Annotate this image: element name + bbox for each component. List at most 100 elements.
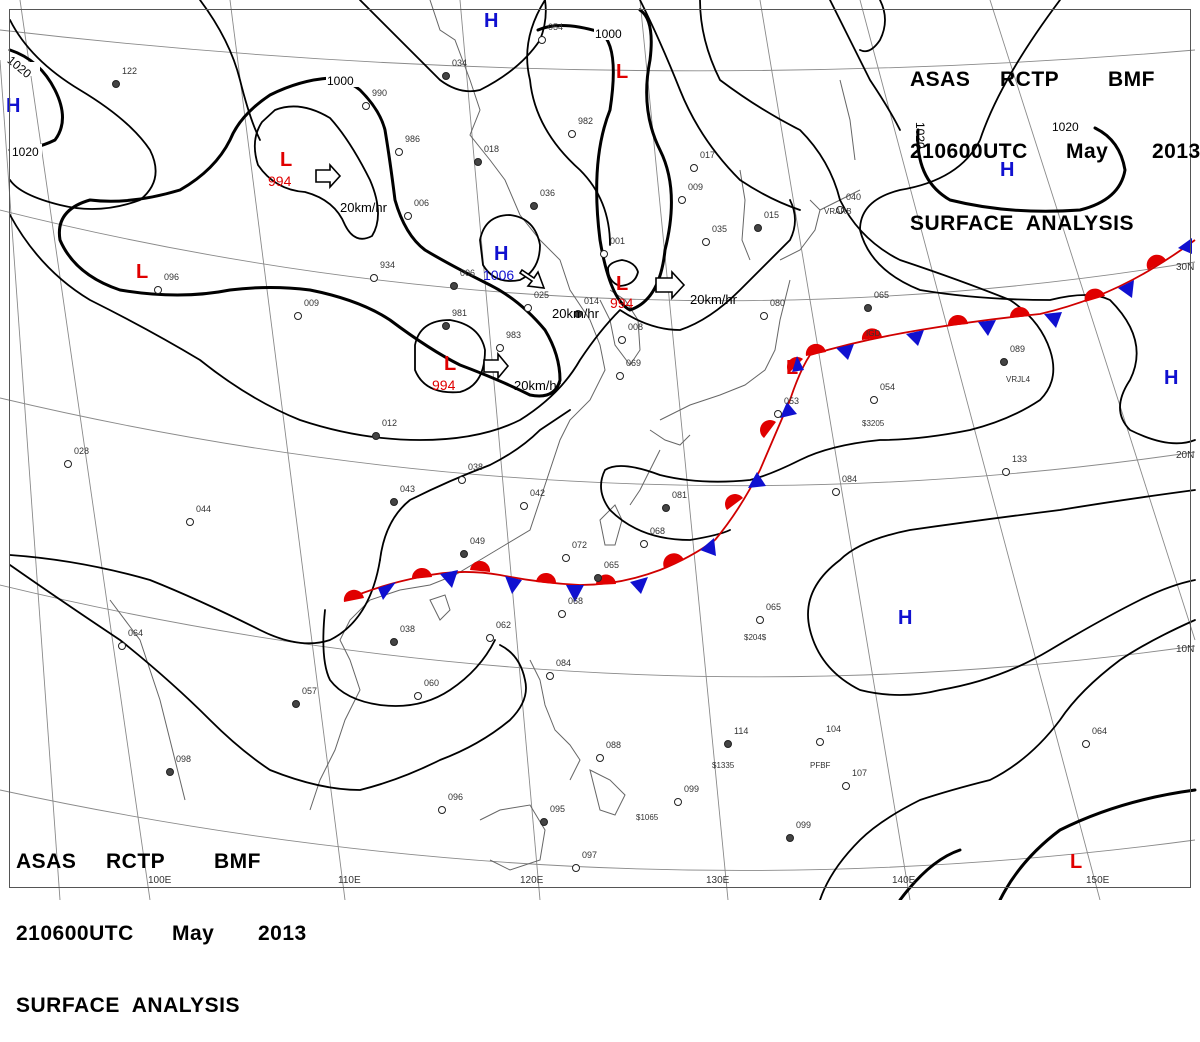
station-pressure: 043 xyxy=(400,484,415,494)
header-product: ASAS xyxy=(910,68,971,91)
station-pressure: 068 xyxy=(568,596,583,606)
station-circle xyxy=(530,202,538,210)
station-circle xyxy=(390,498,398,506)
station-pressure: 986 xyxy=(405,134,420,144)
station-circle xyxy=(112,80,120,88)
station-pressure: 038 xyxy=(468,462,483,472)
low-symbol: L xyxy=(616,273,628,295)
isobar-1012 xyxy=(526,0,611,246)
station-pressure: 099 xyxy=(684,784,699,794)
station-pressure: 001 xyxy=(610,236,625,246)
station-circle xyxy=(524,304,532,312)
isobar-1004-l2 xyxy=(607,259,639,287)
station-pressure: 990 xyxy=(372,88,387,98)
high-symbol: H xyxy=(898,607,912,629)
high-symbol: H xyxy=(1000,159,1014,181)
isobar-1004-outer xyxy=(9,19,157,210)
station-circle xyxy=(442,72,450,80)
lows: L 994 L L L 994 L 994 L L xyxy=(136,61,1082,873)
header-line-1: ASAS RCTP BMF xyxy=(16,850,307,874)
header-year: 2013 xyxy=(258,922,307,945)
station-code: $204$ xyxy=(744,633,767,642)
station-circle xyxy=(546,672,554,680)
station-circle xyxy=(842,782,850,790)
station-circle xyxy=(870,396,878,404)
station-circle xyxy=(1082,740,1090,748)
motion-arrow xyxy=(518,268,546,289)
station-circle xyxy=(390,638,398,646)
motion-arrow xyxy=(483,351,510,381)
station-circle xyxy=(616,372,624,380)
station-pressure: 062 xyxy=(496,620,511,630)
header-time: 210600UTC xyxy=(910,140,1028,163)
station-pressure: 934 xyxy=(380,260,395,270)
station-pressure: 012 xyxy=(382,418,397,428)
station-circle xyxy=(702,238,710,246)
isobar-label: 1020 xyxy=(1052,120,1079,134)
station-pressure: 069 xyxy=(626,358,641,368)
isobar-1008-l xyxy=(998,788,1197,900)
station-circle xyxy=(372,432,380,440)
station-circle xyxy=(574,310,582,318)
isobar-label: 1000 xyxy=(327,74,354,88)
station-circle xyxy=(486,634,494,642)
station-circle xyxy=(458,476,466,484)
china-coast xyxy=(399,0,606,591)
station-pressure: 018 xyxy=(484,144,499,154)
station-circle xyxy=(786,834,794,842)
station-circle xyxy=(760,312,768,320)
station-pressure: 107 xyxy=(852,768,867,778)
station-code: PFBF xyxy=(810,761,831,770)
station-circle xyxy=(186,518,194,526)
station-circle xyxy=(118,642,126,650)
map-frame xyxy=(9,9,1191,888)
header-line-1: ASAS RCTP BMF xyxy=(910,68,1200,92)
low-symbol: L xyxy=(136,261,148,283)
isobar-1000-north xyxy=(536,8,673,312)
station-circle xyxy=(166,768,174,776)
station-pressure: 049 xyxy=(470,536,485,546)
highs: H H H H 1006 H H xyxy=(6,10,1178,629)
station-pressure: 122 xyxy=(122,66,137,76)
lon-label: 130E xyxy=(706,875,730,886)
low-symbol: L xyxy=(786,357,798,379)
ryukyu xyxy=(629,449,661,506)
station-circle xyxy=(292,700,300,708)
station-circle xyxy=(1000,358,1008,366)
high-symbol: H xyxy=(484,10,498,32)
station-pressure: 028 xyxy=(74,446,89,456)
station-pressure: 084 xyxy=(842,474,857,484)
station-pressure: 133 xyxy=(1012,454,1027,464)
lat-label: 30N xyxy=(1176,262,1194,273)
station-pressure: 042 xyxy=(530,488,545,498)
isobars xyxy=(8,0,1197,900)
taiwan xyxy=(599,504,623,546)
meridian-160e xyxy=(989,0,1196,641)
station-pressure: 068 xyxy=(650,526,665,536)
meridian-130e xyxy=(639,0,729,900)
station-pressure: 053 xyxy=(784,396,799,406)
high-symbol: H xyxy=(6,95,20,117)
station-pressure: 098 xyxy=(176,754,191,764)
station-circle xyxy=(442,322,450,330)
header-station: RCTP xyxy=(1000,68,1060,91)
header-time: 210600UTC xyxy=(16,922,134,945)
high-value: 1006 xyxy=(483,267,514,283)
hainan xyxy=(429,594,451,621)
lat-label: 10N xyxy=(1176,644,1194,655)
station-pressure: 064 xyxy=(128,628,143,638)
header-bottom-left: ASAS RCTP BMF 210600UTC May 2013 SURFACE ANA… xyxy=(16,802,307,1042)
japan-kyushu xyxy=(649,429,691,446)
parallel-30n xyxy=(0,209,1196,302)
korea xyxy=(599,289,641,366)
station-code: IGD xyxy=(866,329,880,338)
high-symbol: H xyxy=(494,243,508,265)
station-pressure: 009 xyxy=(304,298,319,308)
station-circle xyxy=(690,164,698,172)
station-pressure: 014 xyxy=(584,296,599,306)
station-pressure: 084 xyxy=(556,658,571,668)
station-pressure: 034 xyxy=(452,58,467,68)
bay-bengal xyxy=(109,599,186,801)
header-station: RCTP xyxy=(106,850,166,873)
station-circle xyxy=(538,36,546,44)
